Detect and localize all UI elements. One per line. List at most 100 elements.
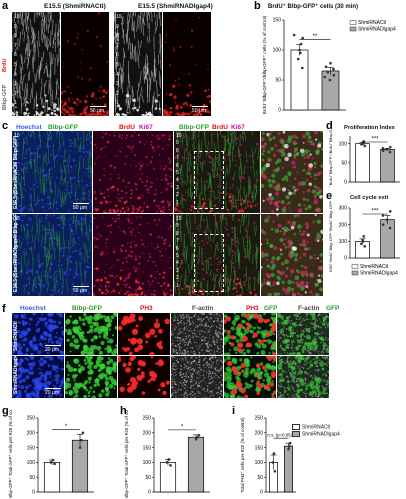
sig-label: ** [313,34,318,40]
layer-label: 1 [14,282,17,289]
bar-ctl [355,143,370,183]
layer-label: 3 [14,267,17,274]
y-tick-label: 0 [260,490,263,496]
data-point [298,51,302,55]
chart-h: 0 50 100 150 200 250 PH3⁺Blbp-GFP⁺ Total GFP⁺ … [120,410,228,498]
legend-kd: ShmiRNADlgap4 [292,431,340,437]
y-tick-label: 150 [27,445,36,451]
layer-label: 1 [14,199,17,206]
panel-i-label: i [232,405,236,417]
y-tick-label: 100 [27,460,36,466]
hdr-f-blbp: Blbp-GFP [72,305,102,312]
y-tick-label: 250 [27,416,36,422]
layer-label: 10 [14,216,20,222]
data-point [388,226,392,230]
panel-a-label: a [2,0,9,12]
layer-label: 2 [176,275,179,282]
data-point [381,214,385,217]
y-tick-label: 250 [143,416,152,422]
layer-label: 7 [176,155,179,162]
layer-label: 3 [14,81,17,88]
c-row0-merge: 10 9 8 7 6 5 4 3 2 1 [174,131,260,213]
data-point [363,144,367,148]
y-tick-label: 50 [341,161,347,167]
layer-label: 10 [176,133,182,139]
layer-label: 2 [176,192,179,199]
c-row0-hoechst-gfp: 10 9 8 7 6 5 4 3 2 1 50 μm E16.5 (ShmiRNACtl/ Blbp-… [12,131,92,213]
data-point [197,433,201,437]
scale-bar: 50 μm [73,286,89,294]
legend-label: ShmiRNADlgap4 [358,27,396,33]
layer-label: 4 [14,260,17,267]
c-row1-brdu-ki67 [93,214,173,296]
hdr-blbp2: Blbp-GFP [179,124,209,131]
y-tick-label: 100 [273,48,282,54]
data-point [381,149,385,152]
a-kd-white: 10 9 8 7 6 5 4 3 2 1 [114,12,162,116]
chart-d: 0 50 100 Ki67⁺BrdU⁺Blbp-GFP⁺/BrdU⁺Blbp-GFP⁺… [326,130,406,188]
layer-label: 3 [176,267,179,274]
f-row1-ph3 [118,356,170,398]
layer-label: 6 [14,245,17,252]
layer-label: 8 [14,147,17,154]
layer-label: 9 [14,23,17,30]
bar-kd [380,149,395,183]
data-point [328,78,332,82]
layer-label: 7 [14,155,17,162]
c-row0-zoom [261,131,323,213]
layer-label: 6 [116,52,119,59]
panel-d-title: Proliferation Index [344,125,395,131]
layer-label: 5 [116,62,119,68]
inset-box [194,234,224,292]
f-row0-blbp [65,313,117,355]
layer-label: 5 [14,253,17,259]
layer-label: 4 [14,177,17,184]
f-row0-ph3-gfp [224,313,276,355]
scale-bar: 20 μm [45,388,61,396]
panel-h-label: h [120,405,127,417]
data-point [296,57,300,61]
data-point [167,458,171,461]
y-tick-label: 150 [273,18,282,24]
data-point [301,66,304,70]
data-point [385,218,389,221]
y-tick-label: 100 [339,239,348,245]
hdr-brdu2: BrdU [212,124,228,131]
hdr-f-factin: F-actin [192,305,214,312]
legend-label: ShmiRNADlgap4 [360,271,398,277]
data-point [80,438,83,442]
data-point [388,210,392,213]
data-point [81,431,85,435]
legend-swatch [351,264,359,269]
layer-label: 7 [116,42,119,49]
data-point [299,42,303,46]
blbp-side-label: Blbp-GFP [2,84,8,110]
bar-kd [187,436,205,493]
layer-label: 4 [14,71,17,78]
layer-label: 1 [116,100,119,107]
panel-b-label: b [254,0,261,12]
hdr-f-factin-2: F-actin [298,305,320,312]
data-point [361,238,364,241]
data-point [363,245,367,248]
legend-swatch [349,26,357,32]
layer-label: 7 [14,42,17,49]
row-label: E16.5 (ShmiRNACtl/ Blbp-GFP) [13,135,19,209]
layer-label: 5 [14,62,17,68]
layer-label: 5 [14,170,17,176]
y-tick-label: 50 [29,475,35,481]
y-axis-label: Total PH3⁺ cells per ROI (% of control) [240,417,245,493]
data-point [165,461,169,464]
layer-label: 8 [14,33,17,40]
y-tick-label: 100 [339,141,348,147]
data-point [194,438,198,441]
layer-label: 1 [176,199,179,206]
layer-label: 10 [116,14,122,20]
panel-f-label: f [2,303,6,315]
sig-label: * [181,424,184,430]
layer-label: 6 [14,52,17,59]
panel-e-title: Cell cycle exit [350,195,389,201]
layer-label: 3 [14,184,17,191]
f-row1-factin [171,356,223,398]
layer-label: 7 [176,238,179,245]
